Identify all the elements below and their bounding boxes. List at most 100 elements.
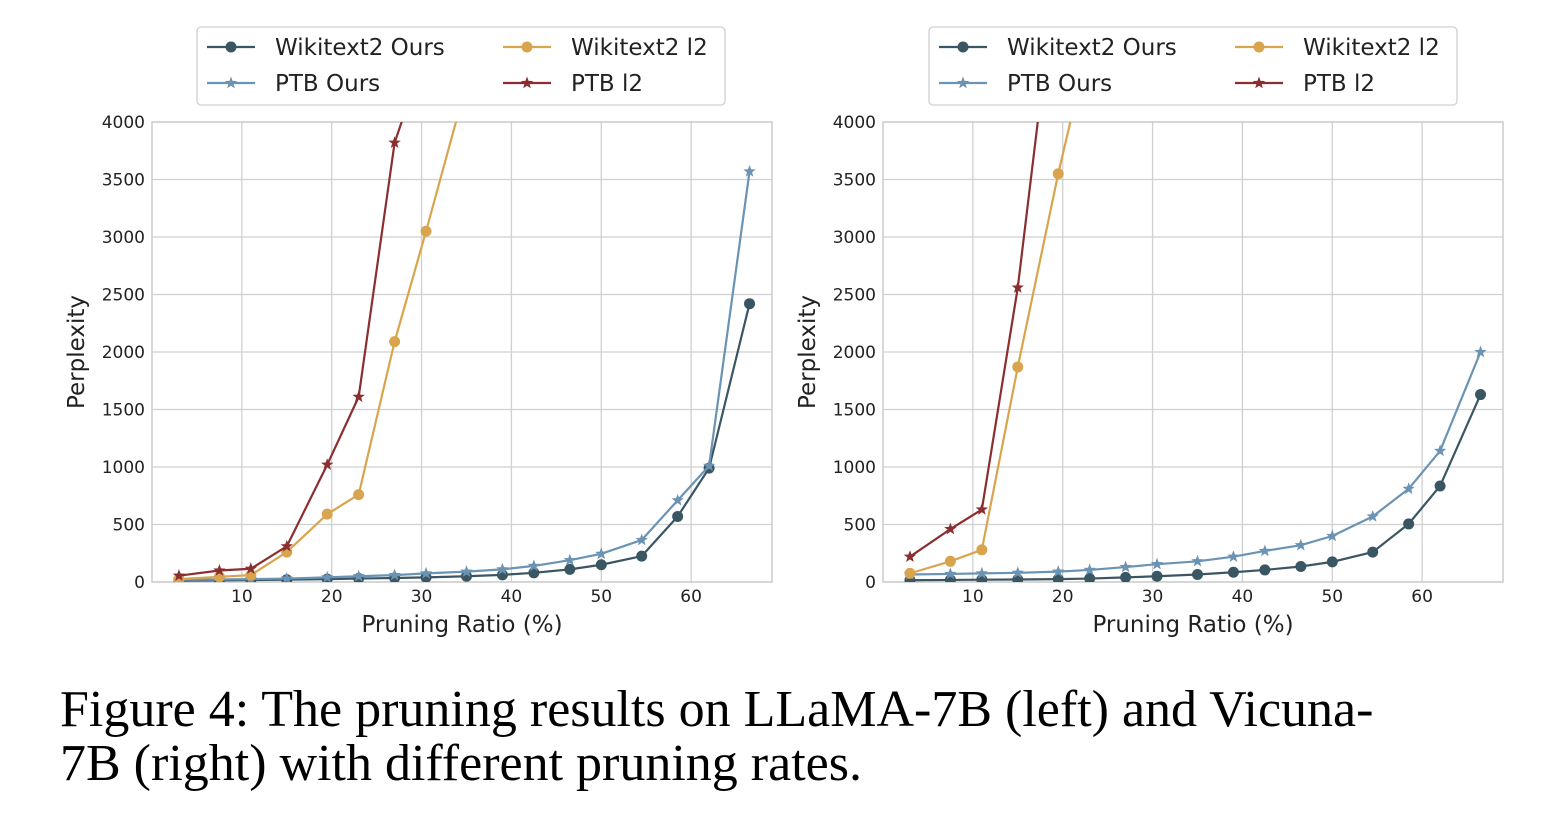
- right-y-tick-label: 500: [844, 516, 876, 536]
- right-series-wikitext2-ours: [904, 389, 1487, 582]
- right-legend-label: Wikitext2 l2: [1303, 35, 1440, 61]
- right-wikitext2-ours-point: [1084, 573, 1096, 582]
- right-y-tick-label: 2500: [833, 286, 876, 306]
- left-wikitext2-ours-point: [595, 559, 607, 571]
- left-series-wikitext2-l2: [173, 122, 458, 582]
- left-legend-label: PTB Ours: [275, 71, 380, 97]
- left-y-tick-label: 2500: [102, 286, 145, 306]
- right-wikitext2-ours-point: [1191, 569, 1203, 581]
- right-wikitext2-ours-point: [1403, 518, 1415, 530]
- right-ptb-ours-point: [1326, 529, 1339, 542]
- left-y-tick-label: 1000: [102, 458, 145, 478]
- left-wikitext2-ours-point: [744, 298, 756, 310]
- left-wikitext2-ours-line: [178, 303, 751, 582]
- right-series-ptb-l2: [903, 122, 1039, 562]
- right-y-axis-label: Perplexity: [795, 295, 821, 409]
- figure-caption: Figure 4: The pruning results on LLaMA-7…: [60, 683, 1530, 791]
- left-wikitext2-ours-point: [672, 510, 684, 522]
- left-y-tick-label: 500: [113, 516, 145, 536]
- left-legend-swatch-marker: [521, 41, 533, 53]
- left-ptb-ours-point: [671, 493, 684, 506]
- left-ptb-ours-point: [388, 568, 401, 581]
- right-wikitext2-ours-point: [1259, 564, 1271, 576]
- right-legend-entry-ptb-l2: PTB l2: [1235, 71, 1375, 97]
- left-wikitext2-ours-point: [528, 567, 540, 579]
- right-ptb-l2-point: [944, 522, 957, 535]
- left-legend-label: Wikitext2 l2: [571, 35, 708, 61]
- left-legend-label: Wikitext2 Ours: [275, 35, 445, 61]
- left-ptb-l2-point: [352, 390, 365, 403]
- left-ptb-ours-point: [419, 566, 433, 579]
- left-ptb-l2-point: [280, 539, 293, 552]
- right-ptb-ours-point: [1119, 560, 1132, 573]
- left-legend-box: [196, 26, 726, 106]
- left-ptb-ours-point: [563, 553, 577, 566]
- right-ptb-l2-point: [975, 503, 989, 515]
- left-x-tick-label: 50: [590, 587, 612, 607]
- left-y-tick-label: 1500: [102, 401, 145, 421]
- right-y-tick-label: 0: [865, 573, 876, 593]
- left-legend: Wikitext2 Ours PTB Ours Wikitext2 l2 PTB l2: [196, 26, 726, 106]
- left-legend-entry-ptb-l2: PTB l2: [503, 71, 643, 97]
- caption-line-2: 7B (right) with different pruning rates.: [60, 735, 862, 792]
- right-ptb-ours-point: [1083, 563, 1096, 576]
- right-x-tick-label: 30: [1142, 587, 1164, 607]
- right-chart-panel: 10 20 30 40 50 60 0 500 1000 1500 2000 2500 3000 3500…: [795, 26, 1504, 638]
- left-ptb-ours-point: [321, 570, 334, 582]
- left-series-ptb-l2: [172, 110, 409, 581]
- left-ptb-ours-point: [352, 569, 365, 582]
- right-wikitext2-ours-point: [1475, 389, 1487, 401]
- left-legend-label: PTB l2: [571, 71, 643, 97]
- right-ptb-l2-point: [903, 550, 917, 562]
- right-plot-frame: [882, 121, 1504, 583]
- left-wikitext2-l2-line: [178, 122, 458, 581]
- left-ptb-l2-point: [321, 458, 334, 470]
- right-x-tick-label: 60: [1411, 587, 1433, 607]
- right-legend-label: PTB l2: [1303, 71, 1375, 97]
- right-wikitext2-l2-line: [909, 122, 1072, 575]
- left-ptb-l2-point: [213, 564, 226, 576]
- left-ptb-l2-point: [244, 562, 258, 575]
- left-ptb-l2-line: [178, 122, 403, 577]
- right-wikitext2-ours-point: [1434, 480, 1446, 492]
- left-ptb-ours-point: [595, 547, 608, 560]
- right-wikitext2-ours-point: [1227, 566, 1239, 578]
- right-ptb-ours-point: [1150, 557, 1164, 570]
- left-legend-swatch-marker: [520, 76, 534, 89]
- right-wikitext2-ours-point: [1295, 560, 1307, 572]
- right-wikitext2-l2-point: [904, 567, 916, 579]
- left-ptb-ours-point: [527, 559, 541, 572]
- right-wikitext2-l2-point: [1012, 361, 1024, 373]
- left-ptb-l2-point: [397, 110, 409, 122]
- caption-line-1: Figure 4: The pruning results on LLaMA-7…: [60, 681, 1374, 738]
- left-series-ptb-ours: [172, 164, 756, 582]
- right-legend-entry-ptb-ours: PTB Ours: [939, 71, 1112, 97]
- right-ptb-ours-point: [1366, 509, 1379, 522]
- left-wikitext2-l2-point: [420, 225, 432, 237]
- right-wikitext2-l2-point: [1066, 111, 1077, 122]
- right-y-tick-label: 3500: [833, 171, 876, 191]
- left-ptb-ours-point: [280, 572, 293, 582]
- left-ptb-ours-point: [635, 533, 648, 546]
- left-wikitext2-ours-point: [564, 563, 576, 575]
- right-legend-swatch-marker: [956, 76, 970, 89]
- right-wikitext2-ours-point: [1120, 571, 1132, 582]
- left-y-tick-label: 3000: [102, 228, 145, 248]
- right-y-tick-label: 3000: [833, 228, 876, 248]
- left-plot-frame: [151, 121, 773, 583]
- left-ptb-ours-point: [496, 562, 509, 575]
- right-legend-entry-wikitext2-ours: Wikitext2 Ours: [939, 35, 1177, 61]
- right-x-axis-label: Pruning Ratio (%): [1092, 612, 1293, 638]
- right-ptb-ours-point: [1474, 345, 1487, 358]
- left-ptb-l2-point: [388, 136, 401, 148]
- right-y-tick-label: 4000: [833, 113, 876, 133]
- left-y-tick-label: 3500: [102, 171, 145, 191]
- right-legend-swatch-marker: [957, 41, 969, 53]
- left-wikitext2-ours-point: [636, 550, 648, 562]
- left-x-tick-label: 10: [231, 587, 253, 607]
- right-wikitext2-ours-point: [1151, 570, 1163, 582]
- right-legend-box: [928, 26, 1458, 106]
- left-y-tick-label: 4000: [102, 113, 145, 133]
- right-ptb-ours-point: [1402, 482, 1415, 495]
- right-legend-entry-wikitext2-l2: Wikitext2 l2: [1235, 35, 1440, 61]
